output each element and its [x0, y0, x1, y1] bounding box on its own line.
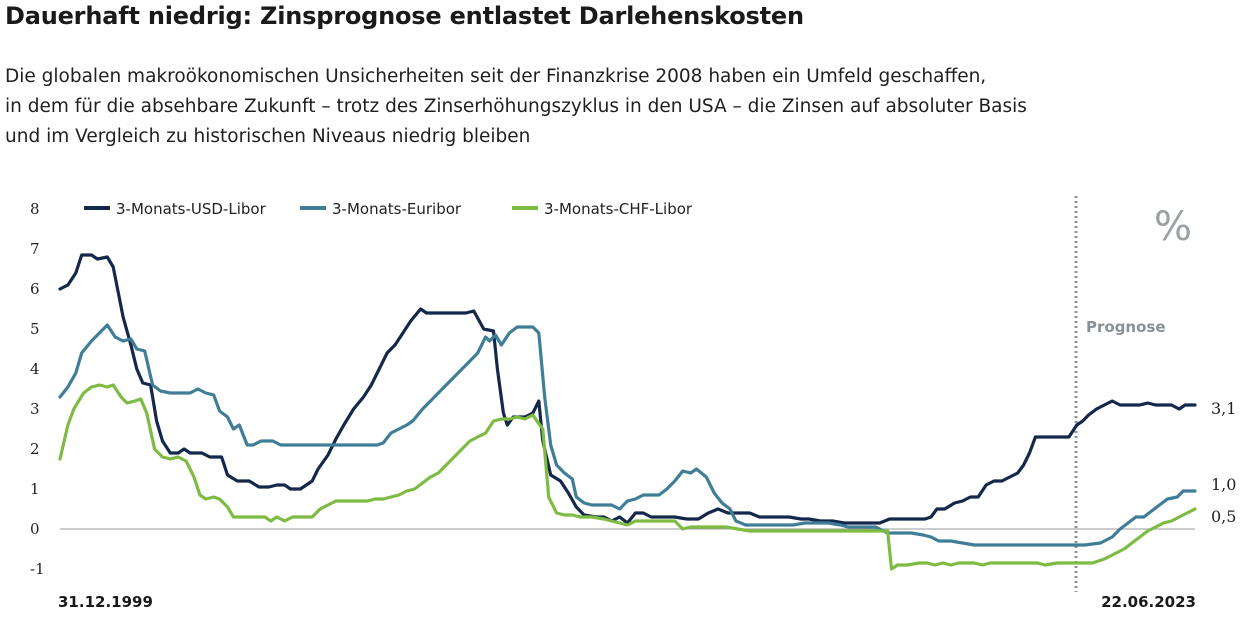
series-line-1 [58, 253, 1197, 525]
y-tick-label: 7 [30, 240, 40, 258]
y-tick-label: -1 [30, 560, 45, 578]
y-tick-label: 5 [30, 320, 40, 338]
chart-legend: 3-Monats-USD-Libor 3-Monats-Euribor 3-Mona… [84, 200, 693, 218]
subtitle-line-1: Die globalen makroökonomischen Unsicherh… [5, 66, 987, 87]
legend-label: 3-Monats-Euribor [332, 200, 462, 218]
legend-label: 3-Monats-USD-Libor [116, 200, 267, 218]
y-axis-ticks: 8 7 6 5 4 3 2 1 0 -1 [30, 200, 45, 578]
subtitle-line-3: und im Vergleich zu historischen Niveaus… [5, 126, 531, 147]
legend-label: 3-Monats-CHF-Libor [544, 200, 693, 218]
x-end-label: 22.06.2023 [1101, 593, 1196, 611]
y-tick-label: 6 [30, 280, 40, 298]
unit-label: % [1154, 204, 1192, 250]
series-line-2 [58, 323, 1197, 547]
end-value-labels: 3,1 1,0 0,5 [1211, 399, 1236, 526]
y-tick-label: 0 [30, 520, 40, 538]
series-line-3 [58, 383, 1197, 571]
y-tick-label: 4 [30, 360, 40, 378]
y-tick-label: 3 [30, 400, 40, 418]
y-tick-label: 1 [30, 480, 40, 498]
end-value-label: 1,0 [1211, 475, 1236, 494]
end-value-label: 3,1 [1211, 399, 1236, 418]
series-lines [58, 253, 1197, 571]
page-title: Dauerhaft niedrig: Zinsprognose entlaste… [5, 2, 804, 30]
y-tick-label: 2 [30, 440, 40, 458]
page-subtitle: Die globalen makroökonomischen Unsicherh… [5, 62, 1185, 152]
x-start-label: 31.12.1999 [58, 593, 153, 611]
end-value-label: 0,5 [1211, 507, 1236, 526]
subtitle-line-2: in dem für die absehbare Zukunft – trotz… [5, 96, 1027, 117]
forecast-label: Prognose [1086, 318, 1166, 336]
y-tick-label: 8 [30, 200, 40, 218]
